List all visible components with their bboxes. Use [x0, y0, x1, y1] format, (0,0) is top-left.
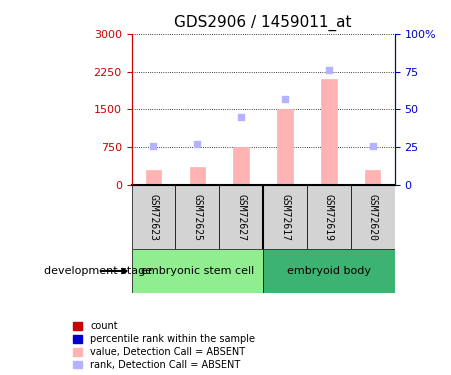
FancyBboxPatch shape — [263, 185, 307, 249]
Bar — [321, 79, 336, 185]
Point — [193, 141, 201, 147]
Text: embryonic stem cell: embryonic stem cell — [141, 266, 254, 276]
Text: GSM72619: GSM72619 — [324, 194, 334, 241]
FancyBboxPatch shape — [263, 249, 395, 292]
Text: GSM72620: GSM72620 — [368, 194, 378, 241]
Bar — [277, 110, 293, 185]
Bar — [146, 170, 161, 185]
Bar — [234, 147, 249, 185]
FancyBboxPatch shape — [219, 185, 263, 249]
Text: GSM72617: GSM72617 — [280, 194, 290, 241]
Title: GDS2906 / 1459011_at: GDS2906 / 1459011_at — [175, 15, 352, 31]
FancyBboxPatch shape — [132, 185, 175, 249]
Text: GSM72627: GSM72627 — [236, 194, 246, 241]
Text: embryoid body: embryoid body — [287, 266, 371, 276]
FancyBboxPatch shape — [351, 185, 395, 249]
Point — [325, 67, 332, 73]
Point — [150, 142, 157, 148]
FancyBboxPatch shape — [307, 185, 351, 249]
Bar — [365, 170, 380, 185]
Text: development stage: development stage — [44, 266, 152, 276]
Legend: count, percentile rank within the sample, value, Detection Call = ABSENT, rank, : count, percentile rank within the sample… — [73, 321, 255, 370]
Text: GSM72623: GSM72623 — [148, 194, 158, 241]
Bar — [189, 167, 205, 185]
FancyBboxPatch shape — [175, 185, 219, 249]
Text: GSM72625: GSM72625 — [192, 194, 202, 241]
FancyBboxPatch shape — [132, 249, 263, 292]
Point — [238, 114, 245, 120]
Point — [369, 142, 376, 148]
Point — [281, 96, 289, 102]
